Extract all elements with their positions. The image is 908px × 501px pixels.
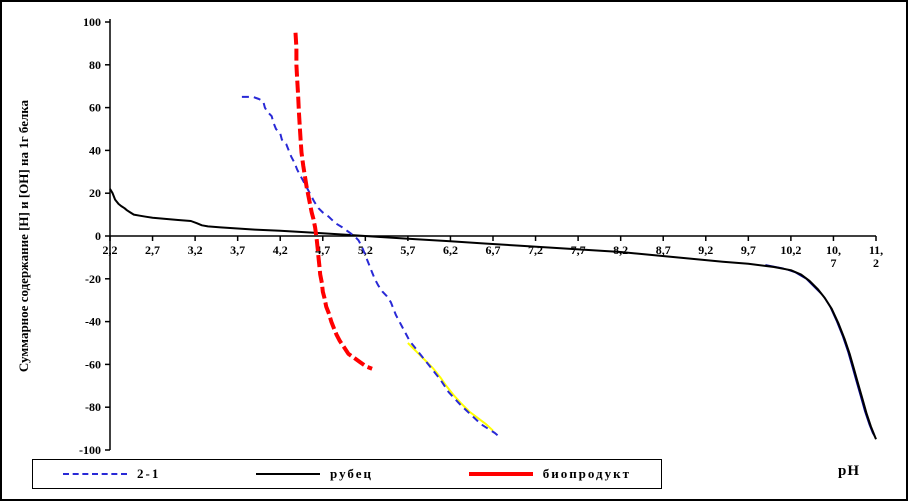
y-tick-label: 60	[89, 101, 101, 115]
x-tick-label: 4,2	[273, 243, 288, 257]
series-line-0	[407, 342, 494, 432]
y-tick-label: 20	[89, 186, 101, 200]
legend-label-bioproduct: биопродукт	[542, 466, 631, 481]
y-tick-label: -60	[85, 357, 101, 371]
x-tick-label: 9,7	[741, 243, 756, 257]
y-tick-label: -40	[85, 315, 101, 329]
plot-series	[109, 32, 877, 440]
series-line-2	[109, 188, 877, 440]
y-axis-title: Суммарное содержание [H] и [OH] на 1г бе…	[16, 99, 31, 373]
x-tick-label: 10,	[826, 243, 841, 257]
x-tick-label: 2	[873, 256, 879, 270]
chart-legend: 2-1 рубец биопродукт	[32, 459, 662, 489]
legend-item-bioproduct: биопродукт	[468, 466, 631, 482]
x-tick-label: 9,2	[698, 243, 713, 257]
x-axis-title: pH	[838, 463, 861, 479]
y-tick-label: -80	[85, 400, 101, 414]
legend-sample-red-line	[468, 472, 533, 476]
x-tick-label: 3,7	[230, 243, 245, 257]
x-tick-label: 8,7	[656, 243, 671, 257]
y-tick-label: 100	[83, 15, 101, 29]
legend-label-rubec: рубец	[330, 466, 374, 481]
x-tick-label: 11,	[869, 243, 883, 257]
legend-sample-blue-dashed-line	[63, 473, 127, 475]
x-tick-label: 2,2	[103, 243, 118, 257]
x-tick-label: 10,2	[780, 243, 801, 257]
legend-sample-black-line	[256, 473, 321, 475]
legend-item-rubec: рубец	[256, 466, 373, 482]
y-tick-label: 80	[89, 58, 101, 72]
x-tick-label: 8,2	[613, 243, 628, 257]
x-tick-label: 3,2	[188, 243, 203, 257]
x-tick-label: 7	[830, 256, 836, 270]
x-tick-label: 6,2	[443, 243, 458, 257]
x-tick-label: 5,7	[400, 243, 415, 257]
y-tick-label: 40	[89, 143, 101, 157]
x-tick-label: 6,7	[486, 243, 501, 257]
x-axis: 2,2 2,7 3,2 3,7 4,2 4,7 5,2 5,7 6,2 6,7 7,2 7,7 8,2 8…	[103, 235, 883, 270]
x-tick-label: 2,7	[145, 243, 160, 257]
legend-label-2-1: 2-1	[137, 466, 161, 481]
y-tick-label: -20	[85, 272, 101, 286]
series-line-4	[293, 32, 373, 371]
legend-item-2-1: 2-1	[63, 466, 160, 482]
x-tick-label: 7,2	[528, 243, 543, 257]
series-line-3	[241, 95, 501, 438]
x-tick-label: 5,2	[358, 243, 373, 257]
y-tick-label: 0	[95, 229, 101, 243]
y-tick-label: -100	[79, 443, 101, 457]
y-axis: 100 80 60 40 20 0 -20 -40 -60 -80 -100	[79, 15, 111, 457]
